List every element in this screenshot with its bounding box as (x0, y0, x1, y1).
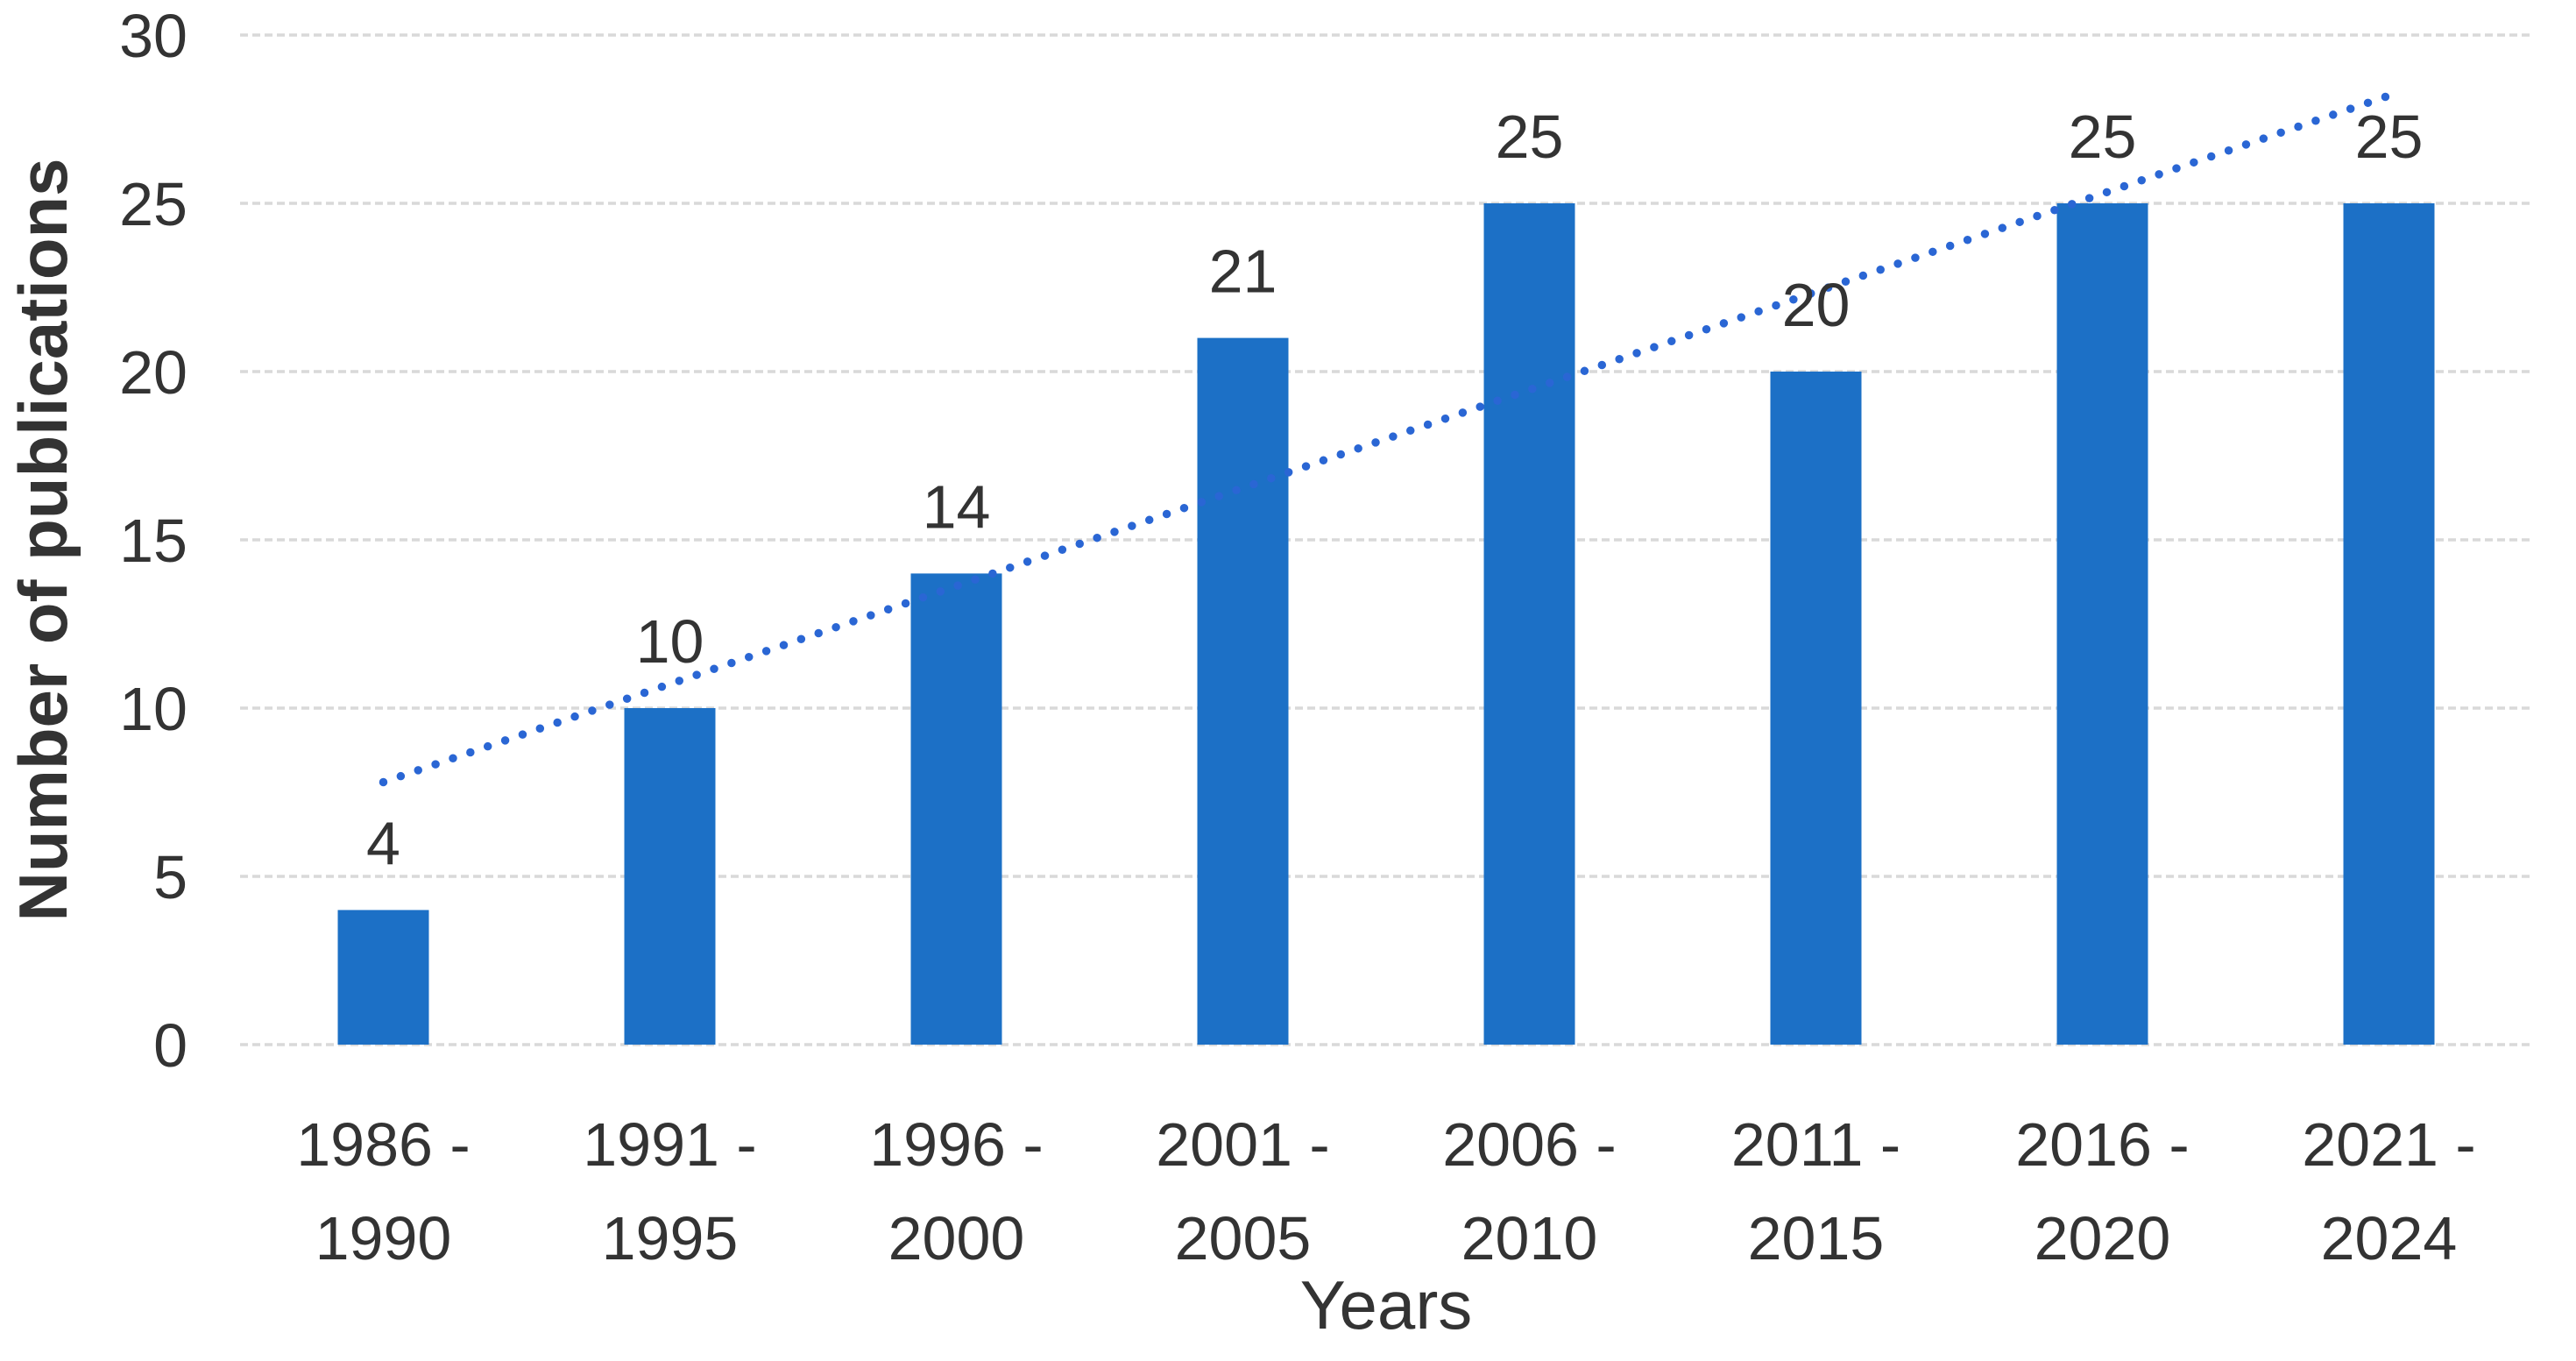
bar (2343, 203, 2435, 1045)
y-tick-label: 0 (153, 1011, 188, 1080)
gridlines-group (240, 33, 2532, 1046)
trendline-group (379, 91, 2394, 787)
bar (624, 708, 716, 1045)
x-tick-label-line1: 2021 - (2302, 1110, 2475, 1179)
x-tick-label-line2: 2010 (1461, 1204, 1598, 1272)
x-tick-label-line2: 2000 (888, 1204, 1025, 1272)
bar (1197, 337, 1289, 1046)
x-tick-label-line2: 2020 (2035, 1204, 2171, 1272)
y-tick-label: 30 (119, 2, 188, 70)
y-tick-label: 5 (153, 843, 188, 911)
bars-group (337, 203, 2435, 1046)
x-axis-tick-labels: 1986 - 1990 1991 - 1995 1996 - 2000 2001 - 2005… (296, 1110, 2475, 1272)
y-tick-label: 10 (119, 675, 188, 743)
x-tick-label-line1: 2011 - (1731, 1110, 1900, 1179)
x-tick-label-line2: 1990 (315, 1204, 452, 1272)
y-axis-tick-labels: 0 5 10 15 20 25 30 (119, 2, 188, 1080)
bar (337, 910, 429, 1045)
x-axis-title: Years (1300, 1266, 1473, 1343)
y-axis-title: Number of publications (4, 158, 81, 921)
x-tick-label-line1: 2006 - (1442, 1110, 1616, 1179)
y-tick-label: 25 (119, 170, 188, 238)
y-tick-label: 15 (119, 507, 188, 575)
trendline (379, 91, 2394, 787)
bar-data-label: 20 (1782, 271, 1851, 339)
x-tick-label-line2: 1995 (602, 1204, 739, 1272)
bar (2056, 203, 2148, 1045)
x-tick-label-line2: 2024 (2321, 1204, 2458, 1272)
bar (1483, 203, 1575, 1045)
y-tick-label: 20 (119, 338, 188, 407)
x-tick-label-line2: 2015 (1748, 1204, 1885, 1272)
x-tick-label-line2: 2005 (1175, 1204, 1312, 1272)
x-tick-label-line1: 1996 - (869, 1110, 1043, 1179)
bar-data-label: 25 (2355, 103, 2424, 171)
x-tick-label-line1: 1991 - (583, 1110, 756, 1179)
bar-data-label: 25 (1496, 103, 1564, 171)
x-tick-label-line1: 2016 - (2015, 1110, 2189, 1179)
bar-data-label: 10 (636, 607, 704, 676)
bar (1770, 372, 1862, 1045)
bar-data-label: 14 (923, 472, 991, 541)
x-tick-label-line1: 2001 - (1156, 1110, 1329, 1179)
bar-data-label: 21 (1209, 237, 1277, 306)
data-labels-group: 4 10 14 21 25 20 25 25 (366, 103, 2423, 877)
x-tick-label-line1: 1986 - (296, 1110, 470, 1179)
bar (910, 573, 1002, 1045)
bar-data-label: 4 (366, 809, 400, 877)
bar-data-label: 25 (2069, 103, 2137, 171)
